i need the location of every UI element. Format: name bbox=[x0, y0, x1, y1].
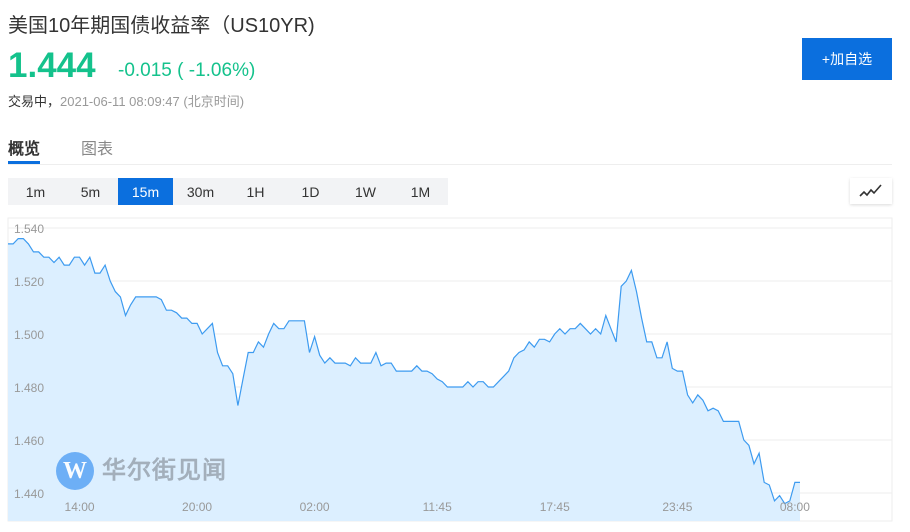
x-tick-label: 02:00 bbox=[300, 500, 330, 514]
price-change: -0.015 ( -1.06%) bbox=[118, 60, 256, 81]
x-tick-label: 23:45 bbox=[662, 500, 692, 514]
period-1W[interactable]: 1W bbox=[355, 183, 376, 200]
current-price: 1.444 bbox=[8, 46, 96, 85]
period-30m[interactable]: 30m bbox=[186, 183, 215, 200]
watermark-text: 华尔街见闻 bbox=[102, 458, 227, 484]
y-tick-label: 1.540 bbox=[14, 222, 44, 236]
watermark-logo: W bbox=[56, 452, 94, 490]
watermark: W 华尔街见闻 bbox=[56, 451, 227, 491]
tab-bar: 概览 图表 bbox=[8, 130, 892, 165]
period-1H[interactable]: 1H bbox=[246, 183, 265, 200]
x-tick-label: 20:00 bbox=[182, 500, 212, 514]
timestamp: 2021-06-11 08:09:47 (北京时间) bbox=[60, 94, 245, 109]
trading-status: 交易中，2021-06-11 08:09:47 (北京时间) bbox=[8, 91, 244, 110]
period-1M[interactable]: 1M bbox=[410, 183, 431, 200]
price-line bbox=[8, 238, 800, 505]
tab-overview[interactable]: 概览 bbox=[8, 141, 41, 158]
instrument-title: 美国10年期国债收益率（US10YR) bbox=[8, 15, 315, 37]
y-tick-label: 1.440 bbox=[14, 487, 44, 501]
period-5m[interactable]: 5m bbox=[80, 183, 101, 200]
period-1m[interactable]: 1m bbox=[25, 183, 46, 200]
x-tick-label: 17:45 bbox=[540, 500, 570, 514]
y-tick-label: 1.520 bbox=[14, 275, 44, 289]
area-fill bbox=[8, 238, 800, 521]
y-tick-label: 1.460 bbox=[14, 434, 44, 448]
add-to-watchlist-button[interactable]: +加自选 bbox=[802, 38, 892, 80]
tab-chart[interactable]: 图表 bbox=[81, 141, 114, 158]
period-15m[interactable]: 15m bbox=[118, 178, 173, 205]
x-tick-label: 14:00 bbox=[65, 500, 95, 514]
status-label: 交易中， bbox=[8, 94, 61, 109]
y-tick-label: 1.500 bbox=[14, 328, 44, 342]
period-selector: 1m 5m 15m 30m 1H 1D 1W 1M bbox=[8, 178, 448, 205]
x-tick-label: 11:45 bbox=[423, 500, 452, 514]
x-tick-label: 08:00 bbox=[780, 500, 810, 514]
line-chart-icon bbox=[859, 184, 882, 197]
active-tab-indicator bbox=[8, 161, 40, 164]
y-tick-label: 1.480 bbox=[14, 381, 44, 395]
period-1D[interactable]: 1D bbox=[301, 183, 320, 200]
chart-type-button[interactable] bbox=[850, 178, 892, 204]
yield-chart: 1.540 1.520 1.500 1.480 1.460 1.440 14:00 20:00… bbox=[7, 217, 893, 522]
